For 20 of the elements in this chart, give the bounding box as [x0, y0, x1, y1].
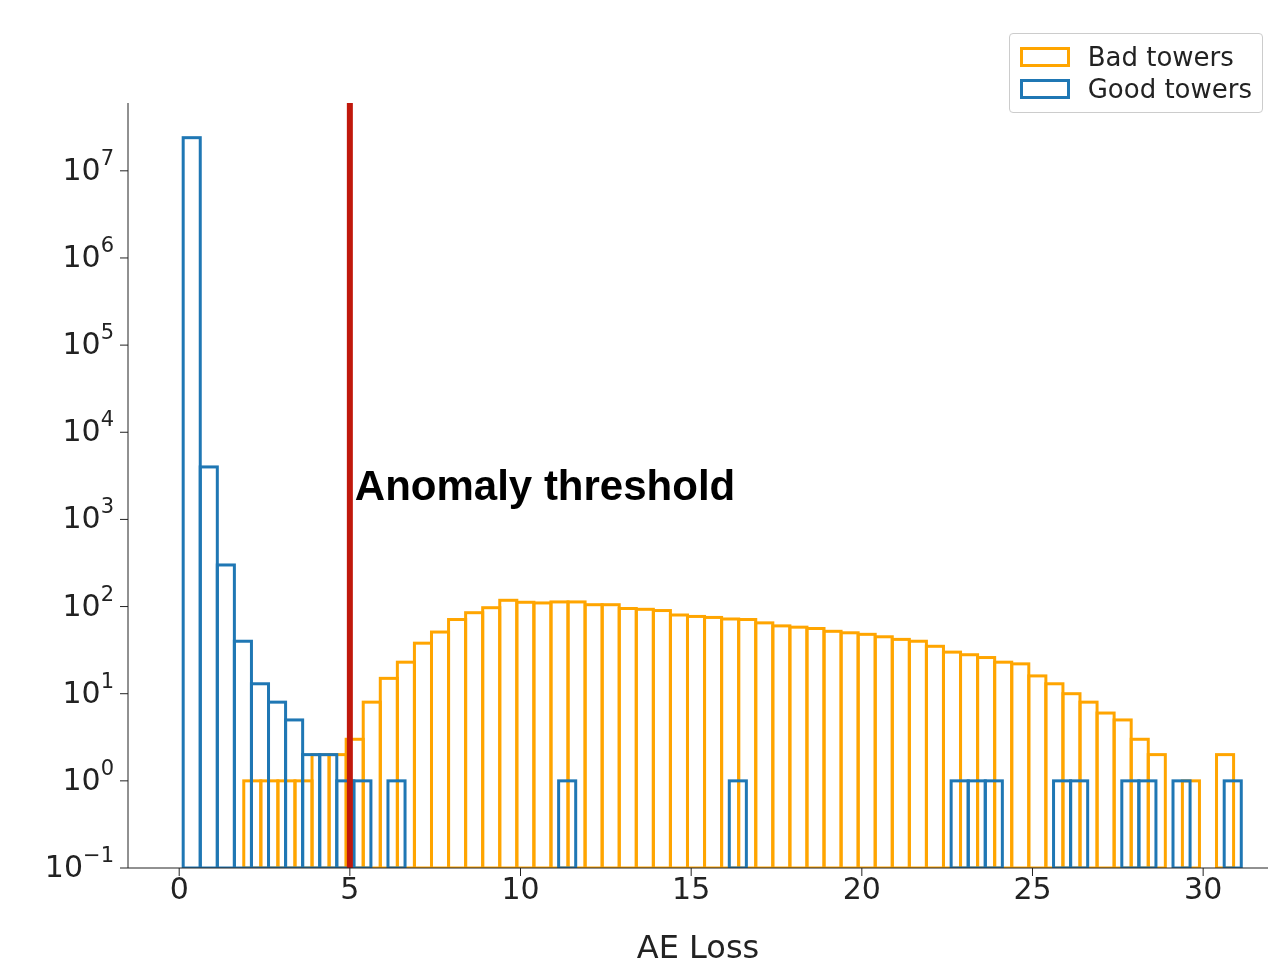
legend-label: Good towers — [1087, 74, 1252, 104]
x-axis-title: AE Loss — [636, 928, 760, 966]
x-tick-label: 20 — [842, 871, 881, 907]
y-tick-label: 10$^{1}$ — [62, 668, 114, 710]
y-tick-label: 10$^{7}$ — [62, 145, 114, 187]
ref-line-label: Anomaly threshold — [354, 462, 736, 510]
x-tick-label: 10 — [501, 871, 540, 907]
x-tick-label: 0 — [169, 871, 189, 907]
x-tick-label: 5 — [340, 871, 360, 907]
legend-label: Bad towers — [1087, 42, 1234, 72]
y-tick-label: 10$^{5}$ — [62, 320, 114, 361]
x-tick-label: 25 — [1013, 871, 1052, 907]
y-tick-label: 10$^{2}$ — [62, 581, 114, 623]
y-tick-label: 10$^{3}$ — [62, 494, 114, 535]
y-tick-label: 10$^{0}$ — [62, 755, 114, 797]
x-tick-label: 30 — [1184, 871, 1223, 907]
y-tick-label: 10$^{4}$ — [62, 407, 114, 448]
y-tick-label: 10$^{−1}$ — [44, 843, 114, 884]
x-tick-label: 15 — [672, 871, 711, 907]
y-tick-label: 10$^{6}$ — [62, 232, 114, 274]
